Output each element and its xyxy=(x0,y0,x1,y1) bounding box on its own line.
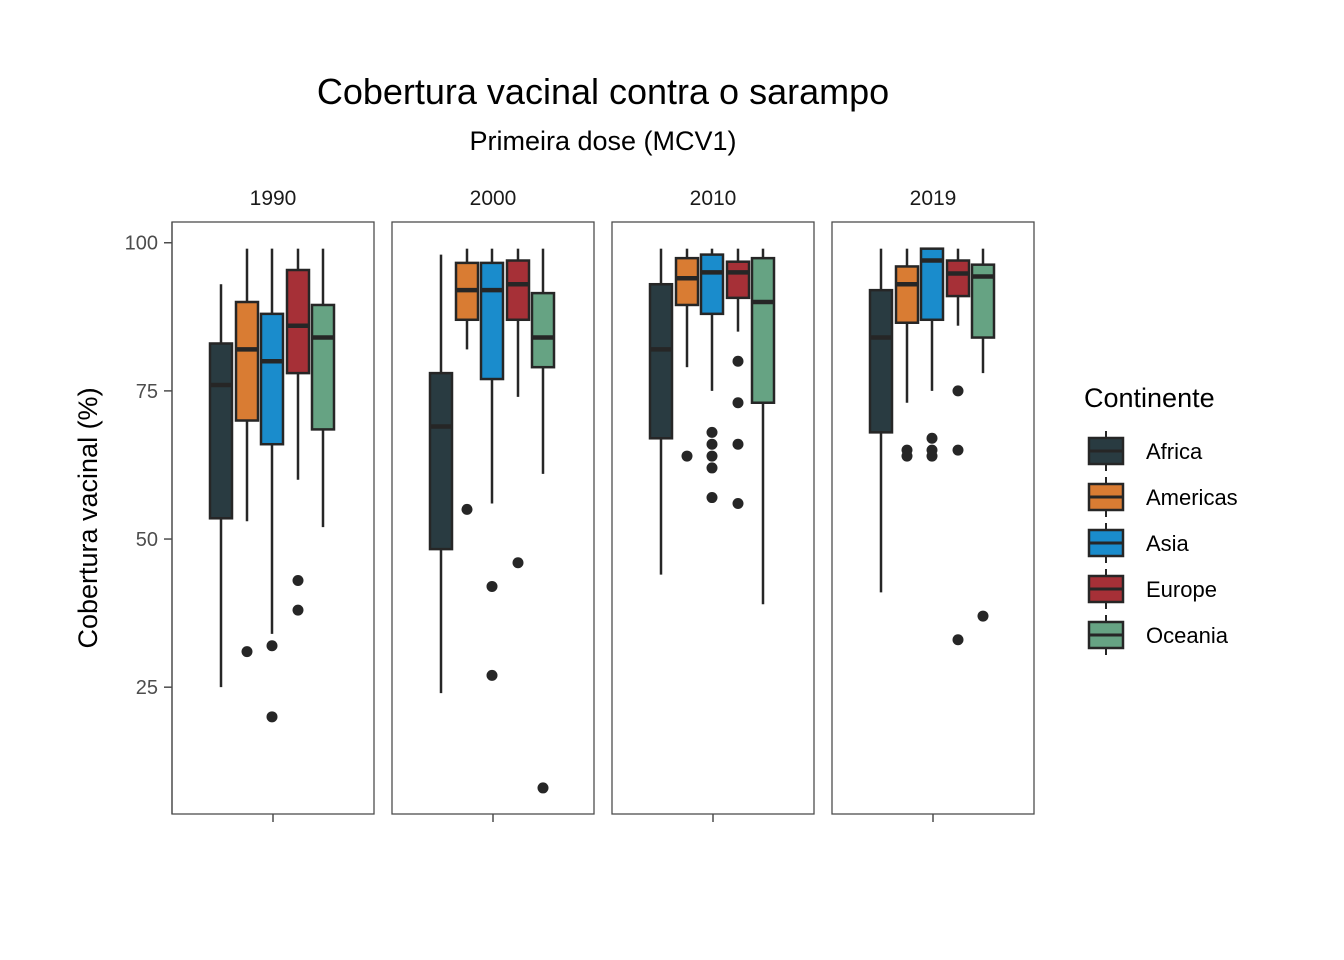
box-africa xyxy=(428,254,454,694)
legend-label: Asia xyxy=(1146,531,1190,556)
facet-panel-2010: 2010 xyxy=(611,187,815,822)
box-asia xyxy=(259,248,285,723)
facet-panel-1990: 1990 xyxy=(171,187,375,822)
facet-strip-label: 1990 xyxy=(250,187,297,210)
facet-strip-label: 2010 xyxy=(690,187,737,210)
outlier-point xyxy=(486,580,498,592)
outlier-point xyxy=(266,711,278,723)
outlier-point xyxy=(537,782,549,794)
box-iqr xyxy=(234,300,260,422)
box-europe xyxy=(725,248,751,509)
outlier-point xyxy=(977,610,989,622)
legend-item-americas: Americas xyxy=(1087,477,1238,517)
outlier-point xyxy=(952,444,964,456)
box-iqr xyxy=(208,342,234,520)
box-oceania xyxy=(970,248,996,622)
box-americas xyxy=(894,248,920,462)
box-europe xyxy=(505,248,531,569)
box-iqr xyxy=(428,371,454,551)
box-americas xyxy=(674,248,700,462)
chart-title: Cobertura vacinal contra o sarampo xyxy=(317,71,889,112)
box-iqr xyxy=(750,256,776,404)
box-europe xyxy=(945,248,971,646)
box-iqr xyxy=(894,265,920,324)
facet-panels: 1990 2000 2010 2019 xyxy=(171,187,1035,822)
outlier-point xyxy=(486,669,498,681)
outlier-point xyxy=(266,640,278,652)
legend-label: Americas xyxy=(1146,485,1238,510)
legend-item-europe: Europe xyxy=(1087,569,1217,609)
legend: Africa Americas Asia Europe Oceania xyxy=(1087,431,1238,655)
legend-item-africa: Africa xyxy=(1087,431,1203,471)
y-tick-label: 75 xyxy=(136,381,158,403)
legend-title: Continente xyxy=(1084,383,1215,413)
outlier-point xyxy=(926,432,938,444)
box-asia xyxy=(699,248,725,504)
box-iqr xyxy=(725,260,751,300)
box-iqr xyxy=(674,256,700,307)
box-iqr xyxy=(919,247,945,322)
outlier-point xyxy=(732,497,744,509)
box-iqr xyxy=(648,282,674,440)
outlier-point xyxy=(901,450,913,462)
outlier-point xyxy=(512,557,524,569)
facet-panel-2019: 2019 xyxy=(831,187,1035,822)
y-tick-label: 50 xyxy=(136,529,158,551)
outlier-point xyxy=(461,503,473,515)
box-americas xyxy=(234,248,260,658)
outlier-point xyxy=(292,575,304,587)
box-iqr xyxy=(310,303,336,431)
box-iqr xyxy=(970,263,996,339)
outlier-point xyxy=(926,450,938,462)
outlier-point xyxy=(706,492,718,504)
box-iqr xyxy=(479,261,505,381)
outlier-point xyxy=(681,450,693,462)
outlier-point xyxy=(706,450,718,462)
y-axis: 25 50 75 100 xyxy=(125,222,173,814)
outlier-point xyxy=(241,646,253,658)
box-oceania xyxy=(750,248,776,605)
y-tick-label: 25 xyxy=(136,677,158,699)
box-iqr xyxy=(945,259,971,298)
outlier-point xyxy=(952,385,964,397)
legend-label: Oceania xyxy=(1146,623,1229,648)
legend-label: Africa xyxy=(1146,439,1203,464)
box-iqr xyxy=(530,291,556,369)
outlier-point xyxy=(732,355,744,367)
box-oceania xyxy=(310,248,336,528)
outlier-point xyxy=(292,604,304,616)
y-tick-label: 100 xyxy=(125,233,158,255)
box-africa xyxy=(868,248,894,593)
box-americas xyxy=(454,248,480,515)
y-axis-label: Cobertura vacinal (%) xyxy=(73,387,103,648)
box-africa xyxy=(648,248,674,575)
outlier-point xyxy=(732,438,744,450)
box-iqr xyxy=(285,268,311,375)
box-iqr xyxy=(868,288,894,434)
facet-panel-2000: 2000 xyxy=(391,187,595,822)
box-iqr xyxy=(505,259,531,322)
outlier-point xyxy=(952,634,964,646)
legend-item-asia: Asia xyxy=(1087,523,1190,563)
outlier-point xyxy=(706,438,718,450)
box-oceania xyxy=(530,248,556,794)
box-asia xyxy=(479,248,505,681)
box-africa xyxy=(208,284,234,688)
outlier-point xyxy=(732,397,744,409)
facet-strip-label: 2000 xyxy=(470,187,517,210)
box-asia xyxy=(919,247,945,462)
outlier-point xyxy=(706,426,718,438)
box-iqr xyxy=(259,312,285,446)
legend-item-oceania: Oceania xyxy=(1087,615,1229,655)
legend-label: Europe xyxy=(1146,577,1217,602)
box-iqr xyxy=(699,253,725,316)
outlier-point xyxy=(706,462,718,474)
facet-strip-label: 2019 xyxy=(910,187,957,210)
chart-subtitle: Primeira dose (MCV1) xyxy=(469,126,736,156)
box-europe xyxy=(285,248,311,616)
